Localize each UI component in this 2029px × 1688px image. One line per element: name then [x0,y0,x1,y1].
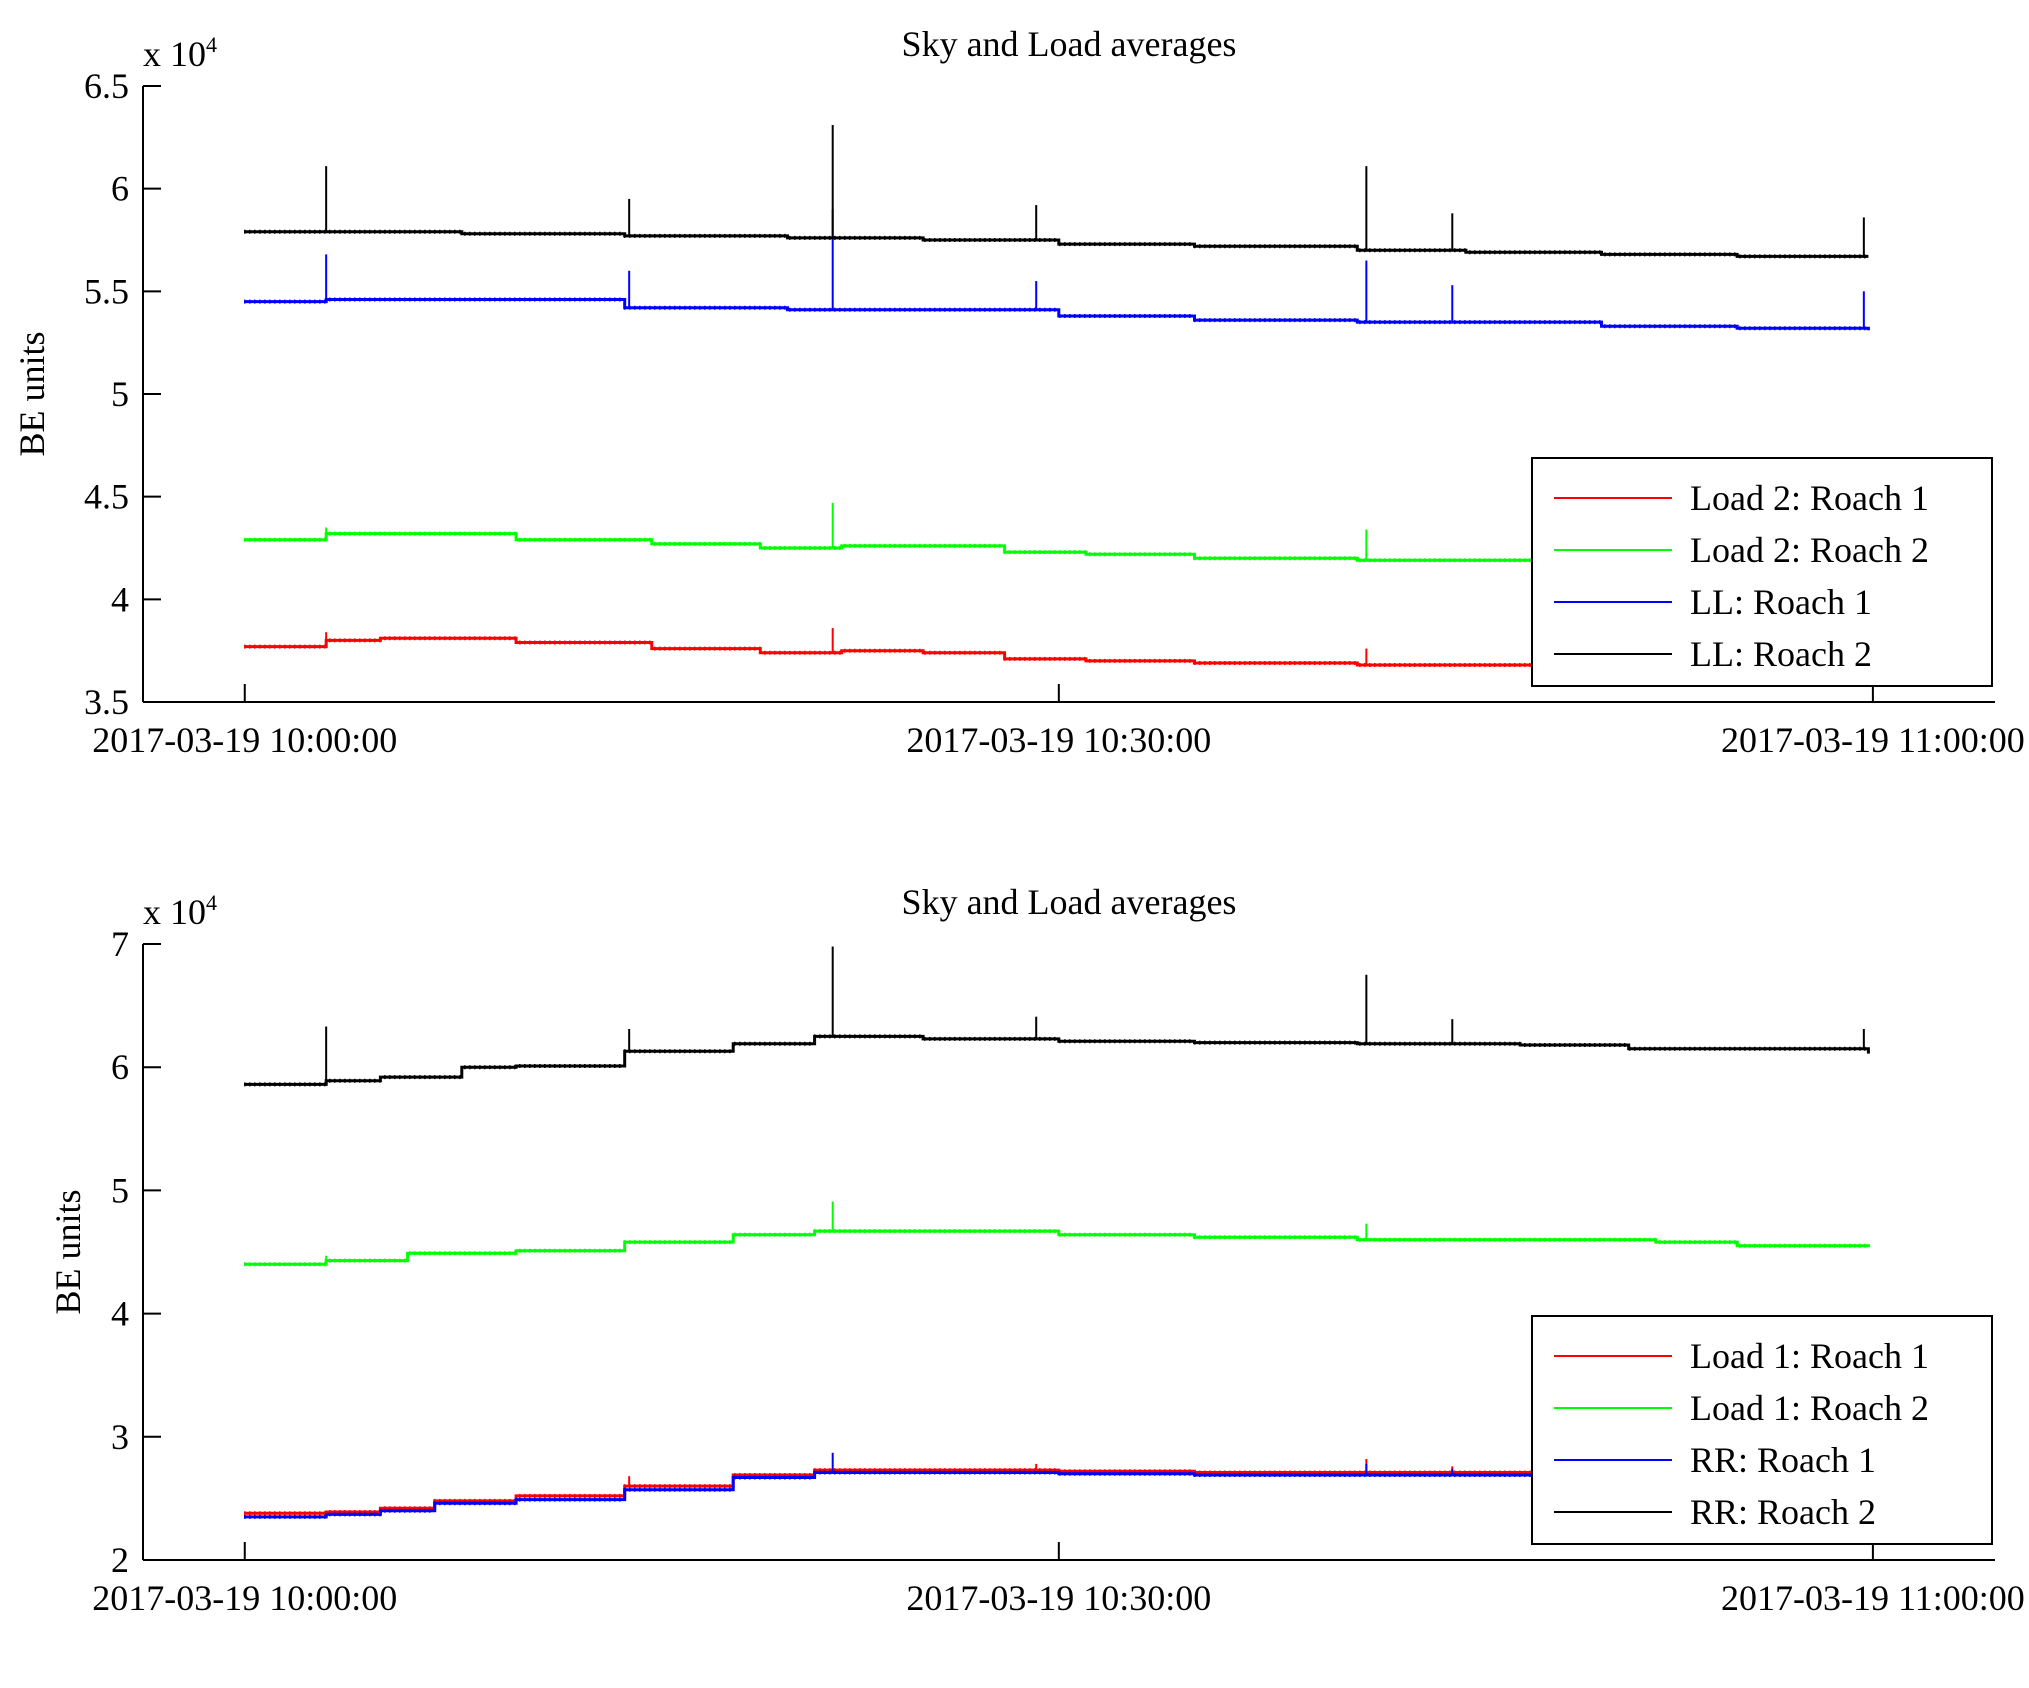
legend-label: RR: Roach 2 [1690,1492,1876,1532]
chart-top: Sky and Load averages BE units x 104 3.5… [12,24,2025,760]
legend-label: LL: Roach 1 [1690,582,1872,622]
y-tick-label: 4 [111,1294,129,1334]
x-tick-label: 2017-03-19 10:00:00 [92,720,397,760]
y-axis-multiplier-base: x 10 [143,892,206,932]
series-line [244,1471,1629,1519]
y-tick-label: 2 [111,1540,129,1580]
legend-label: Load 1: Roach 2 [1690,1388,1929,1428]
legend-label: RR: Roach 1 [1690,1440,1876,1480]
y-axis-multiplier: x 104 [143,890,217,932]
y-axis-multiplier: x 104 [143,32,217,74]
series-samples [244,531,1711,565]
series-line [244,636,1712,672]
legend [1531,457,1993,687]
y-tick-label: 6 [111,1047,129,1087]
y-tick-label: 4.5 [84,477,129,517]
chart-title: Sky and Load averages [902,882,1237,922]
y-axis-multiplier-exponent: 4 [206,32,217,57]
y-axis-label: BE units [48,1189,88,1314]
y-axis-multiplier-exponent: 4 [206,890,217,915]
chart-bottom: Sky and Load averages BE units x 104 234… [48,882,2025,1618]
y-tick-label: 3 [111,1417,129,1457]
legend-label: Load 1: Roach 1 [1690,1336,1929,1376]
x-tick-label: 2017-03-19 11:00:00 [1721,1578,2025,1618]
x-tick-label: 2017-03-19 10:00:00 [92,1578,397,1618]
y-tick-label: 3.5 [84,682,129,722]
y-tick-label: 5 [111,374,129,414]
legend [1531,1315,1993,1545]
y-tick-label: 5 [111,1170,129,1210]
chart-title: Sky and Load averages [902,24,1237,64]
legend-label: Load 2: Roach 1 [1690,478,1929,518]
y-tick-label: 5.5 [84,271,129,311]
y-tick-label: 4 [111,579,129,619]
series-line [244,1229,1870,1266]
series-samples [244,1468,1626,1516]
y-tick-label: 6 [111,169,129,209]
legend-label: LL: Roach 2 [1690,634,1872,674]
series-samples [244,297,1866,331]
y-tick-label: 7 [111,924,129,964]
series-samples [244,1229,1866,1267]
series-samples [244,1470,1626,1519]
y-axis-multiplier-base: x 10 [143,34,206,74]
series-line [244,532,1711,564]
series-samples [244,1034,1866,1087]
y-tick-label: 6.5 [84,66,129,106]
y-axis-label: BE units [12,331,52,456]
series-line [244,1468,1629,1515]
x-tick-label: 2017-03-19 10:30:00 [906,720,1211,760]
legend-label: Load 2: Roach 2 [1690,530,1929,570]
series-samples [244,229,1866,259]
x-tick-label: 2017-03-19 11:00:00 [1721,720,2025,760]
x-tick-label: 2017-03-19 10:30:00 [906,1578,1211,1618]
